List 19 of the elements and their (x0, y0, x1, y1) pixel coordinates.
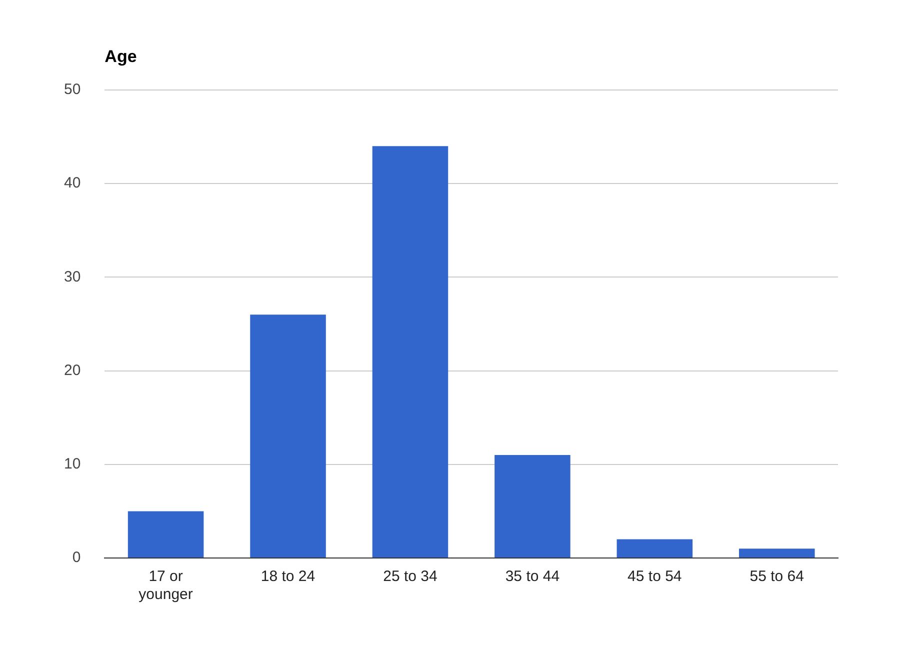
bar (250, 314, 326, 558)
y-tick-label: 50 (64, 81, 81, 98)
bar (128, 511, 204, 558)
bar (616, 539, 693, 558)
x-tick-label: 18 to 24 (260, 568, 316, 586)
x-tick-label: 55 to 64 (750, 568, 804, 586)
bar (372, 146, 448, 558)
x-tick-label: 45 to 54 (628, 568, 682, 586)
x-tick-label: 17 or younger (138, 568, 193, 604)
y-tick-label: 20 (64, 362, 81, 379)
bar (739, 548, 815, 558)
chart-title: Age (104, 47, 137, 66)
y-tick-label: 0 (72, 549, 81, 566)
y-tick-label: 30 (64, 268, 81, 286)
y-tick-label: 10 (64, 456, 81, 473)
x-tick-label: 25 to 34 (383, 568, 438, 586)
bar (494, 455, 570, 558)
y-tick-label: 40 (64, 174, 81, 192)
x-tick-label: 35 to 44 (505, 568, 560, 586)
